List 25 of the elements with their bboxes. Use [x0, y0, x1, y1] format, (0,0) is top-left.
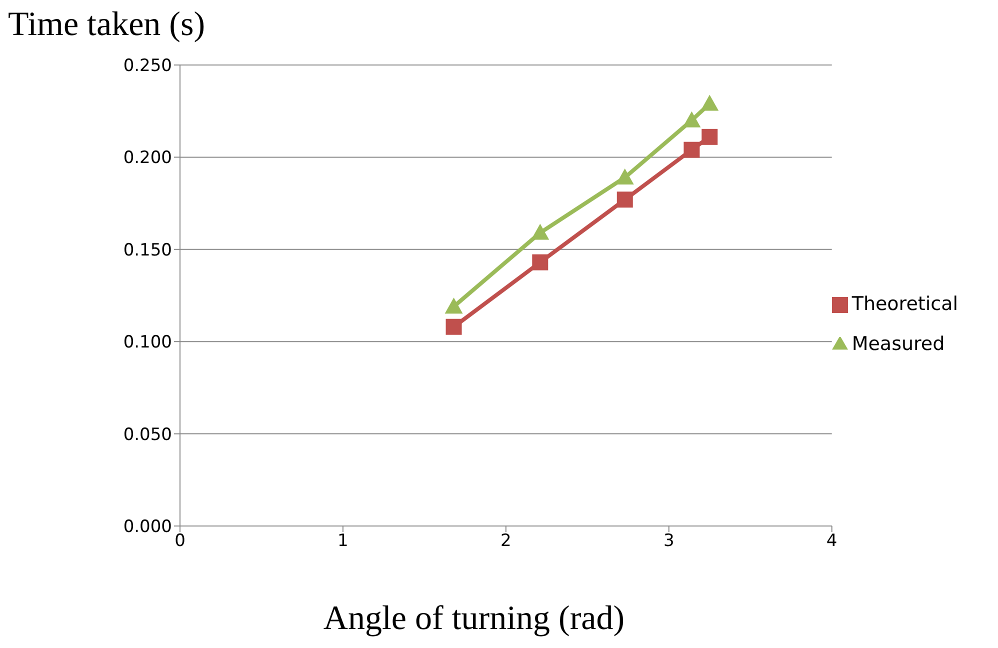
point [444, 298, 463, 314]
point [616, 192, 633, 208]
point [446, 318, 462, 335]
x-tick-label: 3 [663, 531, 674, 552]
chart-title: Time taken (s) [8, 6, 206, 44]
point [702, 128, 718, 145]
point [682, 111, 701, 128]
x-tick-label: 0 [174, 531, 186, 552]
y-tick-label: 0.250 [123, 56, 172, 76]
y-tick-label: 0.200 [123, 148, 172, 168]
y-tick-label: 0.150 [123, 240, 172, 260]
x-tick-label: 1 [338, 531, 348, 552]
x-axis-title: Angle of turning (rad) [322, 600, 626, 638]
point [531, 224, 550, 240]
y-tick-label: 0.000 [123, 517, 172, 538]
point [700, 94, 719, 111]
x-tick-label: 4 [826, 531, 838, 552]
y-tick-label: 0.100 [123, 332, 172, 353]
x-tick-label: 2 [500, 531, 512, 552]
legend-label: Theoretical [852, 293, 958, 315]
y-tick-label: 0.050 [123, 424, 172, 445]
point [684, 142, 700, 158]
legend-label: Measured [852, 333, 945, 355]
point [532, 254, 548, 270]
point [616, 168, 634, 184]
